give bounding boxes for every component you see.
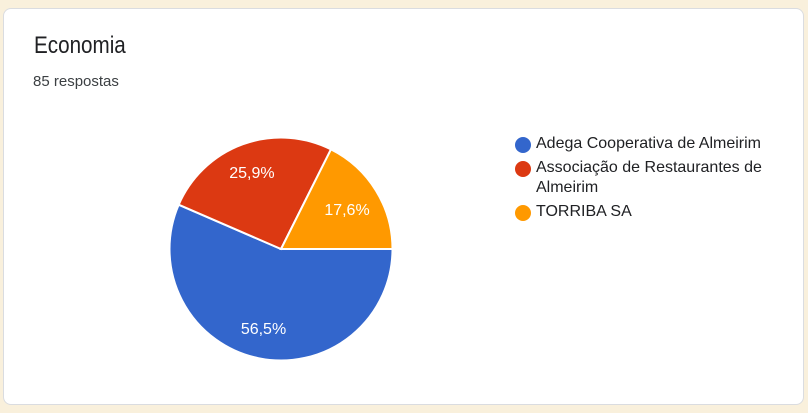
svg-text:17,6%: 17,6% xyxy=(324,202,369,219)
svg-text:56,5%: 56,5% xyxy=(241,321,286,338)
svg-text:25,9%: 25,9% xyxy=(229,165,274,182)
